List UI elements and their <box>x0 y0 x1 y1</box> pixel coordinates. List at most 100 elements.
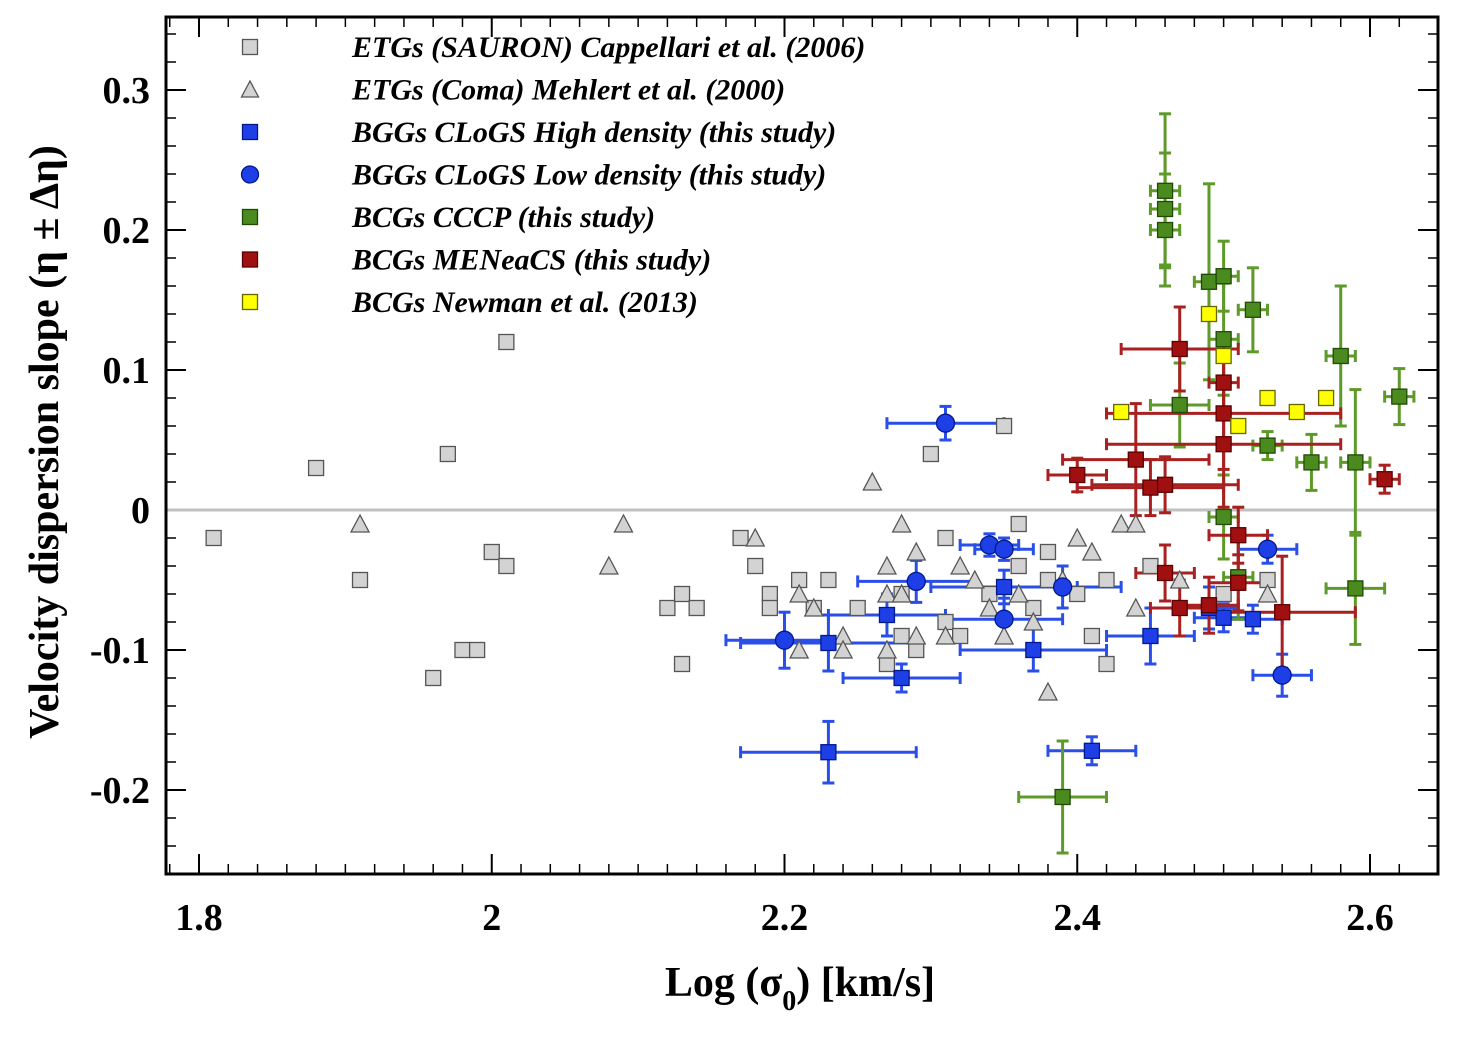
data-point-series-1 <box>993 625 1015 645</box>
data-point-series-2 <box>1083 742 1101 759</box>
data-point-series-1 <box>862 471 883 491</box>
data-point-series-4 <box>1171 396 1188 414</box>
data-point-series-5 <box>1274 604 1291 621</box>
data-point-series-0 <box>205 529 222 547</box>
data-point-series-1 <box>1111 513 1132 533</box>
data-point-series-5 <box>1200 597 1218 614</box>
legend-label: BGGs CLoGS High density (this study) <box>351 116 836 149</box>
data-point-series-0 <box>1098 655 1115 673</box>
data-point-series-0 <box>1083 627 1101 645</box>
data-point-series-1 <box>906 541 927 561</box>
data-point-series-2 <box>878 606 896 624</box>
data-point-series-5 <box>1127 451 1144 468</box>
data-point-series-1 <box>745 527 766 547</box>
data-point-series-3 <box>906 571 926 592</box>
data-point-series-0 <box>688 599 705 617</box>
y-tick-label: 0.2 <box>103 210 151 252</box>
data-point-series-1 <box>935 625 956 645</box>
data-point-series-0 <box>1142 557 1159 575</box>
data-point-series-4 <box>1259 437 1276 454</box>
data-point-series-3 <box>1272 665 1292 685</box>
data-point-series-1 <box>950 555 971 575</box>
legend-marker <box>241 293 259 311</box>
x-axis-title: Log (σ0) [km/s] <box>665 960 935 1017</box>
data-point-series-1 <box>1169 569 1190 589</box>
data-point-series-0 <box>425 669 442 687</box>
x-tick-label: 2.2 <box>761 897 809 939</box>
data-point-series-0 <box>908 641 925 659</box>
data-point-series-4 <box>1347 454 1364 471</box>
x-tick-label: 2.4 <box>1054 897 1102 939</box>
legend-marker <box>241 251 259 268</box>
plot-frame <box>164 15 1440 876</box>
data-point-series-1 <box>1081 541 1102 561</box>
data-point-series-5 <box>1376 471 1393 488</box>
y-tick-label: -0.2 <box>90 770 150 812</box>
data-point-series-0 <box>439 445 456 463</box>
data-point-series-5 <box>1171 340 1188 358</box>
data-point-series-0 <box>673 655 691 673</box>
data-point-series-3 <box>1257 539 1278 559</box>
data-point-series-6 <box>1230 417 1247 435</box>
axes: 1.8 2 2.2 2.4 2.6 0.3 0.2 0.1 0 -0.1 -0.2 <box>90 17 1438 939</box>
data-point-series-0 <box>307 459 325 477</box>
data-point-series-1 <box>789 639 810 659</box>
legend-marker <box>241 208 259 226</box>
data-point-series-0 <box>1215 585 1232 603</box>
data-point-series-2 <box>820 744 837 761</box>
data-point-series-1 <box>979 597 1000 617</box>
data-point-series-3 <box>994 609 1014 629</box>
data-point-series-4 <box>1156 200 1174 218</box>
data-point-series-1 <box>906 625 927 645</box>
data-point-series-0 <box>1010 557 1027 575</box>
legend-label: BCGs CCCP (this study) <box>351 201 655 234</box>
data-point-series-5 <box>1215 374 1232 391</box>
data-point-series-4 <box>1215 508 1232 526</box>
data-point-series-4 <box>1156 182 1174 199</box>
data-point-series-1 <box>891 513 912 533</box>
data-point-series-1 <box>349 513 371 533</box>
data-point-series-1 <box>598 555 619 575</box>
y-tick-label: 0 <box>131 490 150 532</box>
legend-label: BCGs MENeaCS (this study) <box>351 244 711 277</box>
data-point-series-1 <box>891 583 912 603</box>
data-point-series-2 <box>995 578 1013 596</box>
data-point-series-0 <box>922 445 940 463</box>
x-tick-label: 2 <box>482 897 501 939</box>
data-point-series-2 <box>893 669 910 687</box>
data-point-series-0 <box>761 585 779 603</box>
data-point-series-0 <box>1010 515 1027 533</box>
data-point-series-5 <box>1215 436 1232 453</box>
legend: ETGs (SAURON) Cappellari et al. (2006) ET… <box>240 31 865 319</box>
data-point-series-1 <box>1023 611 1044 631</box>
legend-label: BCGs Newman et al. (2013) <box>351 286 698 319</box>
data-point-series-4 <box>1156 221 1174 239</box>
data-point-series-0 <box>820 571 837 589</box>
plot-frame-group <box>164 15 1440 876</box>
data-point-series-1 <box>613 513 634 533</box>
data-point-series-0 <box>849 599 866 617</box>
data-point-series-0 <box>454 641 471 659</box>
data-point-series-6 <box>1317 389 1335 407</box>
data-point-series-1 <box>1008 583 1029 603</box>
legend-marker <box>240 79 260 98</box>
data-point-series-2 <box>1244 611 1262 628</box>
legend-label: ETGs (SAURON) Cappellari et al. (2006) <box>351 31 865 64</box>
legend-label: BGGs CLoGS Low density (this study) <box>351 159 826 192</box>
data-point-series-2 <box>1025 641 1042 659</box>
data-point-series-1 <box>876 583 898 603</box>
data-point-series-0 <box>995 417 1013 435</box>
data-point-series-1 <box>1125 597 1146 617</box>
data-point-series-5 <box>1230 574 1247 591</box>
data-point-series-4 <box>1332 347 1349 365</box>
data-point-series-3 <box>1052 577 1073 597</box>
data-point-series-0 <box>937 529 954 547</box>
legend-label: ETGs (Coma) Mehlert et al. (2000) <box>351 74 785 107</box>
x-tick-label: 1.8 <box>175 897 223 939</box>
data-point-series-1 <box>789 583 810 603</box>
data-point-series-6 <box>1288 403 1305 421</box>
data-point-series-5 <box>1069 466 1086 484</box>
data-point-series-0 <box>673 585 691 603</box>
y-tick-label: -0.1 <box>90 630 150 672</box>
